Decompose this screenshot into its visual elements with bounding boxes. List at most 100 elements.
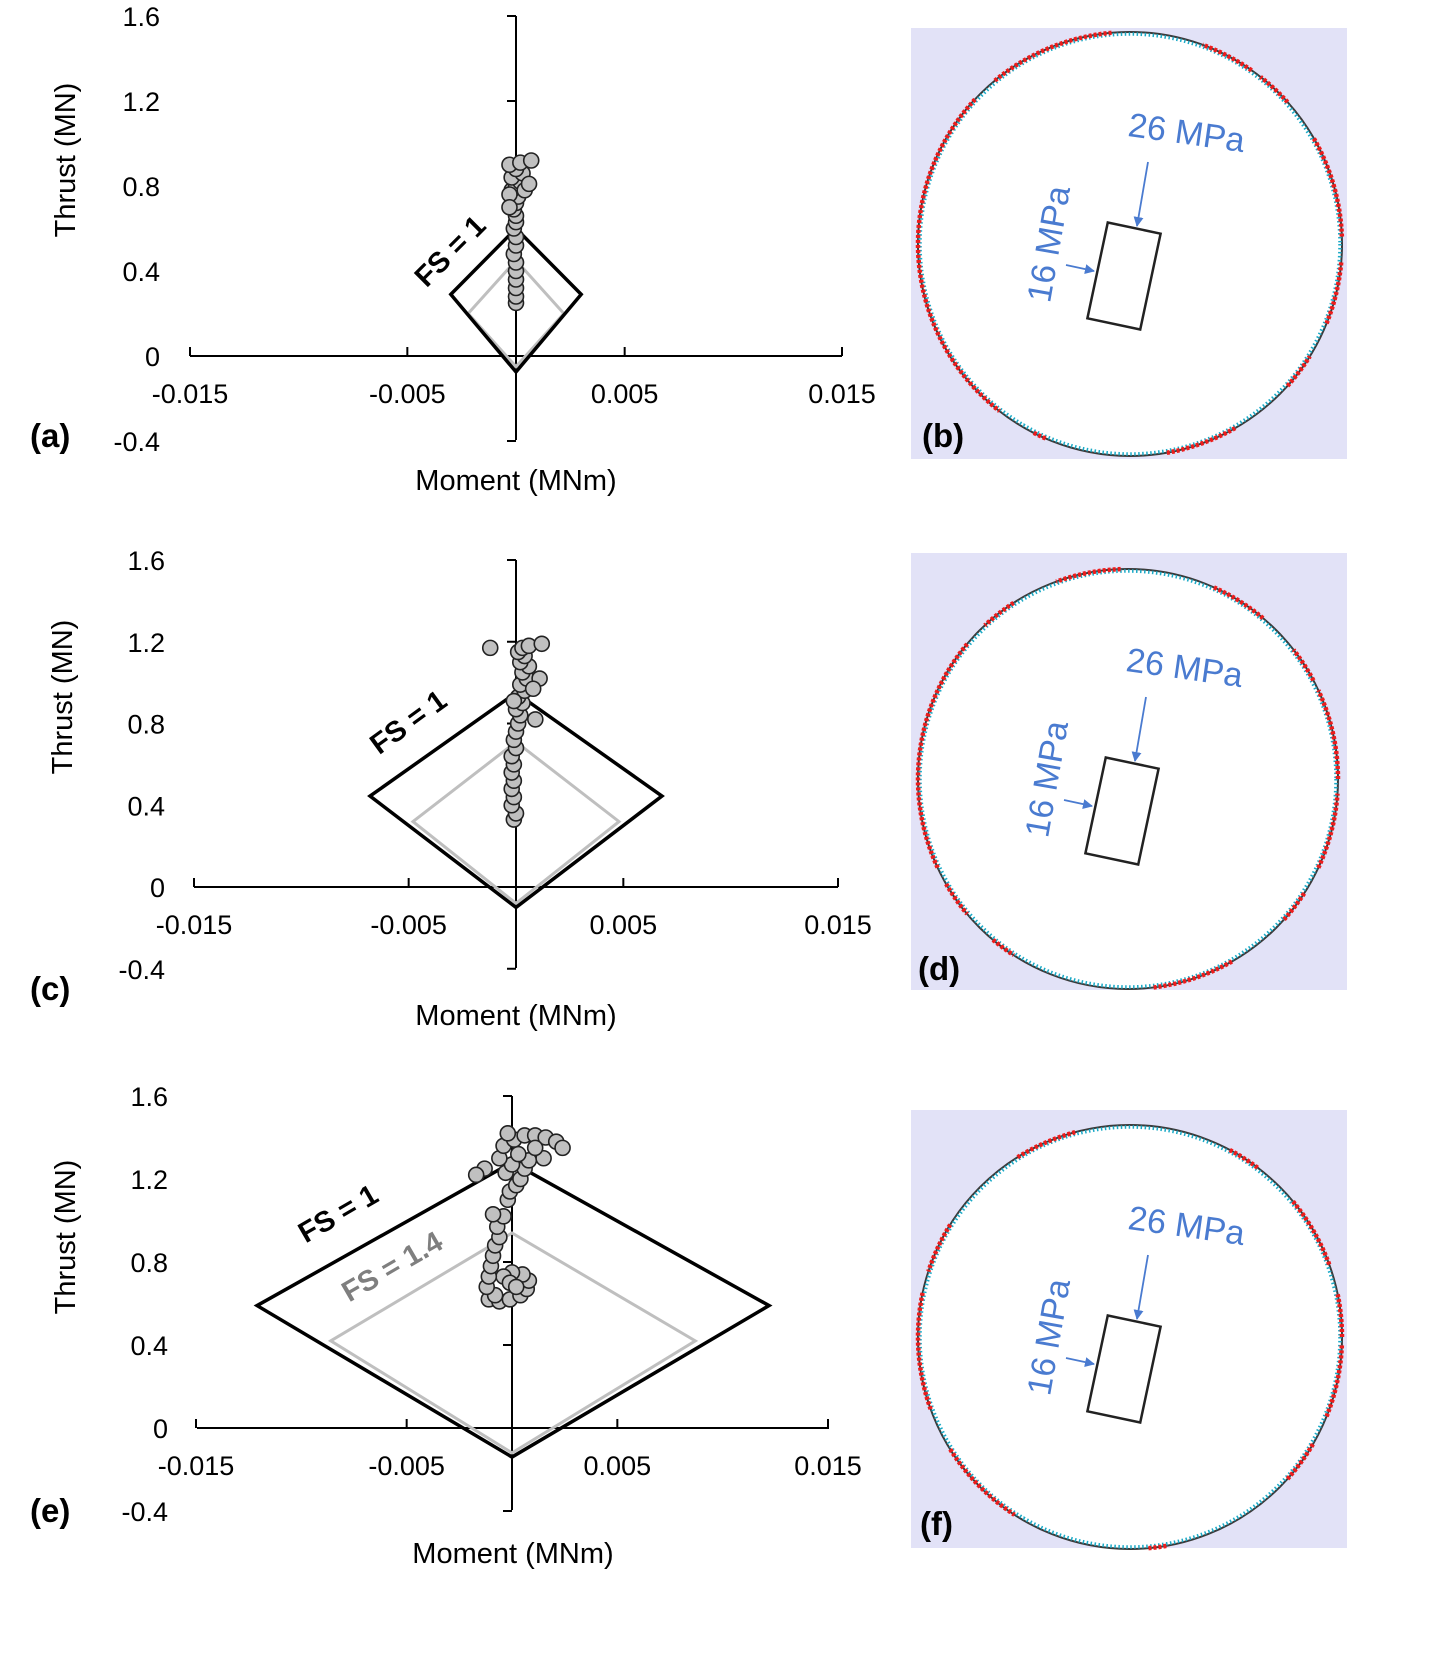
tension-segment <box>992 30 1112 84</box>
tension-segment <box>1316 793 1340 869</box>
tension-segment <box>1335 1292 1345 1338</box>
data-point <box>526 1139 544 1157</box>
envelope-fs-1-4 <box>327 1231 699 1455</box>
chart-panel-e: -0.015 -0.005 0.005 0.015 -0.4 0 0.4 0.8 1.2 1.6 M… <box>30 1082 862 1570</box>
data-point <box>527 711 544 728</box>
panel-label: (d) <box>918 950 960 987</box>
tension-segment <box>1324 262 1344 325</box>
tension-segment <box>1201 42 1253 73</box>
tension-segment <box>1324 1344 1345 1418</box>
tension-segment <box>926 1223 953 1273</box>
tension-segment <box>1259 75 1290 104</box>
sample-block <box>1083 755 1161 867</box>
y-tick-label: 0.8 <box>130 1248 168 1278</box>
envelope-fs-1-4 <box>410 739 622 906</box>
tension-segment <box>1285 1441 1316 1481</box>
tension-segment <box>1290 1199 1332 1266</box>
vertical-stress-arrow <box>1133 1254 1149 1320</box>
data-point <box>533 635 551 653</box>
x-tick-label: -0.005 <box>368 1451 445 1481</box>
x-tick-label: 0.005 <box>584 1451 652 1481</box>
y-tick-label: -0.4 <box>118 955 165 985</box>
data-point <box>520 175 538 193</box>
envelope-fs-1 <box>448 226 584 375</box>
panel-label: (e) <box>30 1492 70 1529</box>
y-axis-title: Thrust (MN) <box>50 83 82 238</box>
tension-segment <box>1212 585 1265 620</box>
tension-segment <box>915 97 1001 413</box>
data-point <box>554 1139 571 1157</box>
y-tick-label: 0.4 <box>122 257 160 287</box>
x-tick-label: 0.015 <box>794 1451 862 1481</box>
data-point <box>467 1166 485 1184</box>
tension-segment <box>1153 958 1235 990</box>
sample-block <box>1085 220 1163 332</box>
tension-segment <box>1032 430 1049 442</box>
y-tick-label: 1.2 <box>130 1165 168 1195</box>
tension-segment <box>948 1448 1016 1517</box>
tension-segment <box>1291 648 1316 682</box>
tension-segment <box>1285 355 1312 388</box>
chart-panel-c: -0.015 -0.005 0.005 0.015 -0.4 0 0.4 0.8 1.2 1.6 M… <box>30 546 872 1032</box>
y-tick-label: 1.2 <box>127 628 165 658</box>
y-tick-label: 0.8 <box>127 710 165 740</box>
x-tick-label: -0.015 <box>156 910 233 940</box>
tension-segment <box>991 938 1015 958</box>
x-tick-label: 0.015 <box>804 910 872 940</box>
data-point <box>522 152 540 169</box>
tension-segment <box>1016 1130 1076 1160</box>
vertical-stress-arrow <box>1131 696 1147 762</box>
y-tick-label: 1.2 <box>122 87 160 117</box>
y-tick-label: 0 <box>150 873 165 903</box>
y-tick-label: 0 <box>145 342 160 372</box>
x-axis-title: Moment (MNm) <box>415 465 616 497</box>
vertical-stress-arrow <box>1133 161 1149 227</box>
y-tick-label: 1.6 <box>122 2 160 32</box>
horizontal-stress-arrow <box>1065 1357 1095 1368</box>
y-axis-title: Thrust (MN) <box>47 620 79 775</box>
tension-segment <box>1166 425 1238 455</box>
y-axis-title: Thrust (MN) <box>50 1160 82 1315</box>
tension-segment <box>1148 1543 1168 1551</box>
horizontal-stress-arrow <box>1065 264 1095 275</box>
data-point <box>501 198 518 216</box>
x-axis-title: Moment (MNm) <box>412 1538 613 1570</box>
data-point <box>510 1145 527 1163</box>
y-tick-label: 0.8 <box>122 172 160 202</box>
y-tick-label: -0.4 <box>121 1497 168 1527</box>
chart-panel-a: -0.015 -0.005 0.005 0.015 -0.4 0 0.4 0.8 1.2 1.6 M… <box>30 2 876 497</box>
data-point <box>481 639 499 657</box>
panel-label: (b) <box>922 417 964 454</box>
y-tick-label: 0 <box>153 1414 168 1444</box>
tension-segment <box>1055 566 1121 584</box>
panel-label: (f) <box>920 1505 953 1542</box>
stress-dots <box>918 32 1342 456</box>
tension-segment <box>944 882 969 916</box>
data-point <box>484 1205 502 1223</box>
y-tick-label: -0.4 <box>113 427 160 457</box>
data-point <box>524 680 542 698</box>
tension-segment <box>1311 136 1345 237</box>
sample-block <box>1085 1313 1163 1425</box>
envelope-label: FS = 1 <box>293 1179 384 1250</box>
x-tick-label: -0.005 <box>369 379 446 409</box>
envelope-fs-1 <box>367 690 665 910</box>
tension-segment <box>983 600 1015 628</box>
panel-label: (a) <box>30 417 70 454</box>
x-tick-label: -0.015 <box>152 379 229 409</box>
y-tick-label: 1.6 <box>130 1082 168 1112</box>
data-point <box>505 692 523 710</box>
x-tick-label: 0.005 <box>591 379 659 409</box>
x-tick-label: 0.005 <box>590 910 658 940</box>
x-tick-label: 0.015 <box>808 379 876 409</box>
envelope-label: FS = 1 <box>409 210 493 294</box>
x-tick-label: -0.005 <box>370 910 447 940</box>
data-point <box>499 1125 517 1142</box>
tension-segment <box>1316 689 1341 780</box>
y-tick-label: 1.6 <box>127 546 165 576</box>
envelope-label: FS = 1 <box>364 684 453 761</box>
